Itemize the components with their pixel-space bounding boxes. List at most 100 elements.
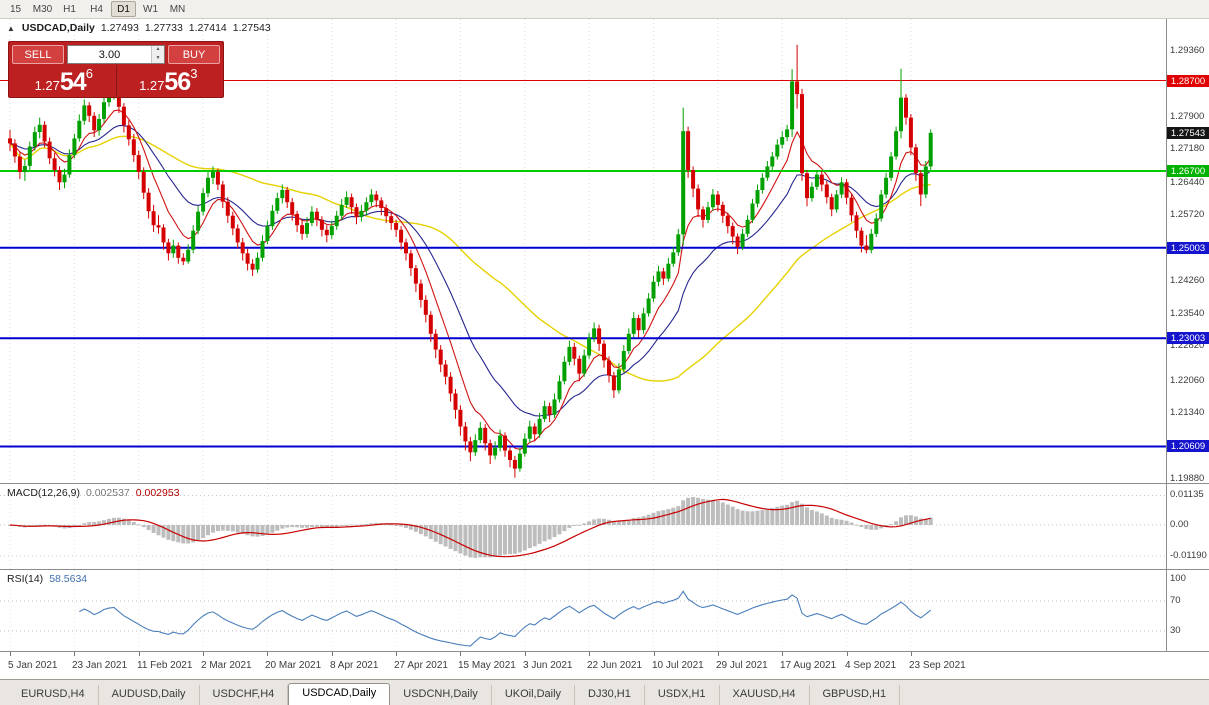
time-axis-label: 11 Feb 2021 (137, 660, 193, 671)
rsi-value: 58.5634 (49, 573, 88, 585)
chart-tab-usdcnh-daily[interactable]: USDCNH,Daily (390, 685, 492, 705)
price-badge-support-level: 1.26700 (1167, 165, 1209, 177)
ohlc-high: 1.27733 (144, 22, 183, 34)
chart-tab-audusd-daily[interactable]: AUDUSD,Daily (99, 685, 200, 705)
price-scale-tick: 1.19880 (1170, 473, 1205, 484)
time-axis-label: 8 Apr 2021 (330, 660, 379, 671)
price-badge-resistance-level: 1.28700 (1167, 75, 1209, 87)
chart-tabs-bar: EURUSD,H4 AUDUSD,Daily USDCHF,H4 USDCAD,Dai… (0, 679, 1209, 705)
rsi-pane[interactable]: RSI(14) 58.5634 (0, 569, 1166, 651)
time-axis-label: 22 Jun 2021 (587, 660, 643, 671)
macd-scale-tick: 0.01135 (1170, 489, 1204, 500)
chart-tab-dj30-h1[interactable]: DJ30,H1 (575, 685, 645, 705)
timeframe-button-h4[interactable]: H4 (90, 3, 103, 15)
time-tick (396, 652, 397, 656)
macd-value-signal: 0.002953 (135, 487, 180, 499)
timeframe-button-h1[interactable]: H1 (63, 3, 76, 15)
sell-price-sup: 6 (85, 66, 93, 81)
time-tick (460, 652, 461, 656)
price-badge-current-bid: 1.27543 (1167, 127, 1209, 139)
macd-chart[interactable] (0, 484, 1166, 572)
price-scale-tick: 1.23540 (1170, 308, 1205, 319)
time-axis-label: 3 Jun 2021 (523, 660, 573, 671)
time-tick (332, 652, 333, 656)
time-tick (847, 652, 848, 656)
one-click-trading-panel: SELL ▲ ▼ BUY 1.27 54 6 1.27 (8, 41, 224, 98)
time-axis-label: 23 Sep 2021 (909, 660, 966, 671)
time-tick (718, 652, 719, 656)
time-tick (203, 652, 204, 656)
time-axis-label: 15 May 2021 (458, 660, 516, 671)
time-axis-label: 4 Sep 2021 (845, 660, 897, 671)
chart-tab-xauusd-h4[interactable]: XAUUSD,H4 (720, 685, 810, 705)
sell-price-base: 1.27 (34, 78, 60, 93)
buy-price[interactable]: 1.27 56 3 (117, 65, 221, 96)
timeframe-button-15[interactable]: 15 (9, 3, 22, 15)
price-scale-tick: 1.26440 (1170, 177, 1205, 188)
chart-symbol-label: USDCAD,Daily (21, 22, 95, 34)
time-axis-label: 29 Jul 2021 (716, 660, 768, 671)
chart-tab-ukoil-daily[interactable]: UKOil,Daily (492, 685, 576, 705)
volume-up-icon[interactable]: ▲ (152, 46, 164, 55)
ohlc-low: 1.27414 (188, 22, 227, 34)
rsi-scale-tick: 70 (1170, 595, 1181, 606)
timeframe-button-d1[interactable]: D1 (111, 1, 136, 17)
timeframe-toolbar: 15 M30 H1 H4 D1 W1 MN (0, 0, 1209, 19)
price-chart-pane[interactable]: ▲ USDCAD,Daily 1.27493 1.27733 1.27414 1… (0, 19, 1166, 483)
scale-separator (1167, 483, 1209, 484)
buy-price-big: 56 (164, 68, 191, 96)
time-axis-label: 2 Mar 2021 (201, 660, 252, 671)
macd-header: MACD(12,26,9) 0.002537 0.002953 (7, 487, 180, 499)
volume-input[interactable] (68, 46, 151, 63)
time-axis-label: 10 Jul 2021 (652, 660, 704, 671)
time-axis-label: 20 Mar 2021 (265, 660, 322, 671)
price-scale[interactable]: 1.29360 1.27900 1.27180 1.26440 1.25720 1.242… (1166, 19, 1209, 651)
timeframe-button-mn[interactable]: MN (169, 3, 186, 15)
sell-button[interactable]: SELL (12, 45, 64, 64)
rsi-scale-tick: 30 (1170, 625, 1181, 636)
timeframe-button-m30[interactable]: M30 (32, 3, 53, 15)
macd-pane[interactable]: MACD(12,26,9) 0.002537 0.002953 (0, 483, 1166, 569)
time-tick (10, 652, 11, 656)
time-tick (525, 652, 526, 656)
time-tick (139, 652, 140, 656)
rsi-chart[interactable] (0, 570, 1166, 654)
buy-button[interactable]: BUY (168, 45, 220, 64)
sell-price[interactable]: 1.27 54 6 (12, 65, 117, 96)
buy-price-sup: 3 (190, 66, 198, 81)
time-axis-label: 17 Aug 2021 (780, 660, 837, 671)
sell-price-big: 54 (59, 68, 87, 96)
time-axis[interactable]: 5 Jan 2021 23 Jan 2021 11 Feb 2021 2 Mar 20… (0, 651, 1209, 679)
ohlc-close: 1.27543 (232, 22, 271, 34)
chart-tab-usdchf-h4[interactable]: USDCHF,H4 (200, 685, 289, 705)
macd-value-main: 0.002537 (85, 487, 130, 499)
one-click-panel-arrow-icon[interactable]: ▲ (7, 23, 15, 33)
scale-separator (1167, 569, 1209, 570)
rsi-header: RSI(14) 58.5634 (7, 573, 87, 585)
price-scale-tick: 1.21340 (1170, 407, 1205, 418)
chart-tab-usdx-h1[interactable]: USDX,H1 (645, 685, 720, 705)
volume-spinner: ▲ ▼ (151, 46, 164, 63)
candlestick-chart[interactable] (0, 19, 1166, 486)
price-scale-tick: 1.24260 (1170, 275, 1205, 286)
price-scale-tick: 1.22060 (1170, 375, 1205, 386)
volume-field: ▲ ▼ (67, 45, 165, 64)
rsi-scale-tick: 100 (1170, 573, 1186, 584)
price-scale-tick: 1.22820 (1170, 340, 1205, 351)
chart-tab-usdcad-daily[interactable]: USDCAD,Daily (288, 683, 391, 705)
rsi-title: RSI(14) (7, 573, 44, 585)
time-axis-label: 23 Jan 2021 (72, 660, 128, 671)
price-badge-level: 1.23003 (1167, 332, 1209, 344)
time-tick (654, 652, 655, 656)
price-badge-level: 1.25003 (1167, 242, 1209, 254)
timeframe-button-w1[interactable]: W1 (143, 3, 158, 15)
price-scale-tick: 1.27900 (1170, 111, 1205, 122)
chart-tab-gbpusd-h1[interactable]: GBPUSD,H1 (810, 685, 901, 705)
time-tick (911, 652, 912, 656)
time-tick (74, 652, 75, 656)
volume-down-icon[interactable]: ▼ (152, 54, 164, 63)
price-scale-tick: 1.27180 (1170, 143, 1205, 154)
price-scale-tick: 1.25720 (1170, 209, 1205, 220)
chart-tab-eurusd-h4[interactable]: EURUSD,H4 (8, 685, 99, 705)
